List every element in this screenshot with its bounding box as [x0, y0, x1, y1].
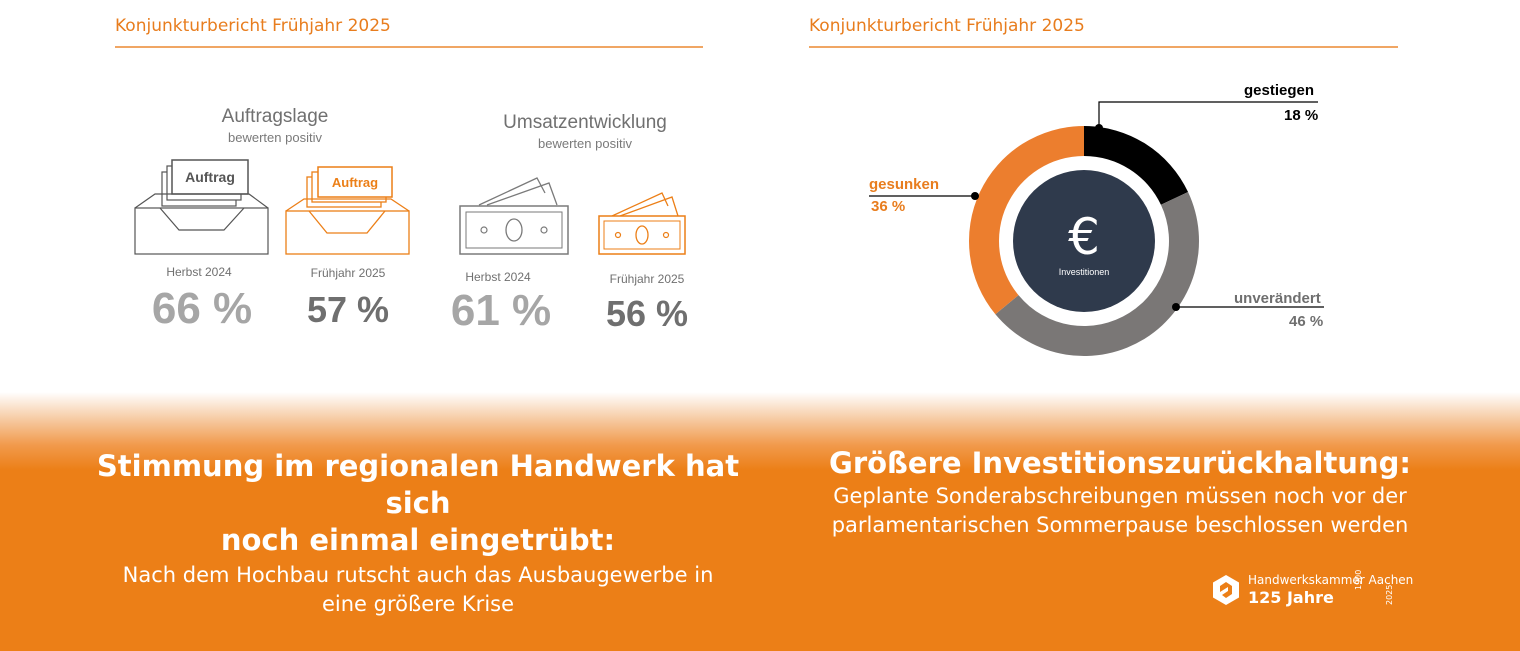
left-footer-sub-2: eine größere Krise	[321, 592, 515, 616]
umsatz-value-spring: 56 %	[605, 293, 689, 334]
logo-anniversary: 125 Jahre	[1248, 588, 1334, 607]
donut-slice-gestiegen	[1084, 126, 1189, 205]
investment-donut-chart: € Investitionen	[969, 126, 1199, 356]
donut-center-label: Investitionen	[1059, 267, 1110, 277]
auftragslage-period-autumn: Herbst 2024	[166, 265, 232, 279]
right-footer-sub-2: parlamentarischen Sommerpause beschlosse…	[831, 513, 1409, 537]
umsatz-title: Umsatzentwicklung	[503, 112, 667, 133]
auftragslage-subtitle: bewerten positiv	[228, 130, 322, 145]
right-header-divider	[809, 46, 1398, 48]
logo-name: Handwerkskammer Aachen	[1248, 573, 1414, 587]
donut-slice-gesunken	[969, 126, 1084, 315]
umsatz-subtitle: bewerten positiv	[538, 136, 632, 151]
left-footer-heading-2: noch einmal eingetrübt:	[220, 523, 616, 557]
logo-year-end: 2025	[1385, 584, 1394, 605]
handwerkskammer-logo-icon	[1213, 575, 1239, 605]
right-footer-heading: Größere Investitionszurückhaltung:	[829, 446, 1411, 480]
order-tray-label-autumn: Auftrag	[185, 169, 235, 185]
donut-value-gesunken: 36 %	[871, 198, 906, 215]
auftragslage-title: Auftragslage	[221, 106, 329, 127]
leader-dot-unveraendert	[1172, 303, 1180, 311]
umsatz-value-autumn: 61 %	[450, 286, 552, 335]
order-tray-icon-autumn: Auftrag	[134, 159, 269, 255]
umsatz-period-autumn: Herbst 2024	[465, 270, 531, 284]
euro-icon: €	[1068, 208, 1100, 266]
right-header: Konjunkturbericht Frühjahr 2025	[809, 16, 1085, 36]
right-footer-text: Größere Investitionszurückhaltung: Gepla…	[770, 445, 1470, 540]
leader-dot-gestiegen	[1095, 124, 1103, 132]
donut-slice-unverändert	[995, 192, 1199, 356]
left-footer-sub-1: Nach dem Hochbau rutscht auch das Ausbau…	[122, 563, 714, 587]
logo-year-start: 1900	[1354, 569, 1363, 590]
donut-leader-lines	[869, 101, 1324, 311]
donut-label-gesunken: gesunken	[869, 176, 940, 193]
order-tray-label-spring: Auftrag	[332, 175, 378, 190]
leader-dot-gesunken	[971, 192, 979, 200]
left-header-divider	[115, 46, 703, 48]
donut-label-unveraendert: unverändert	[1234, 290, 1321, 307]
left-footer-text: Stimmung im regionalen Handwerk hat sich…	[68, 448, 768, 619]
banknote-icon-autumn	[459, 177, 569, 255]
donut-label-gestiegen: gestiegen	[1244, 82, 1315, 99]
left-footer-heading-1: Stimmung im regionalen Handwerk hat sich	[96, 449, 740, 520]
left-header: Konjunkturbericht Frühjahr 2025	[115, 16, 391, 36]
donut-value-unveraendert: 46 %	[1289, 313, 1324, 330]
right-footer-sub-1: Geplante Sonderabschreibungen müssen noc…	[833, 484, 1407, 508]
auftragslage-value-autumn: 66 %	[151, 284, 253, 333]
banknote-icon-spring	[598, 192, 686, 255]
auftragslage-period-spring: Frühjahr 2025	[310, 266, 386, 280]
donut-value-gestiegen: 18 %	[1284, 107, 1319, 124]
leader-line-gestiegen	[1098, 101, 1318, 128]
auftragslage-value-spring: 57 %	[306, 289, 390, 330]
umsatz-period-spring: Frühjahr 2025	[609, 272, 685, 286]
order-tray-icon-spring: Auftrag	[285, 166, 410, 255]
donut-center-disc	[1013, 170, 1155, 312]
